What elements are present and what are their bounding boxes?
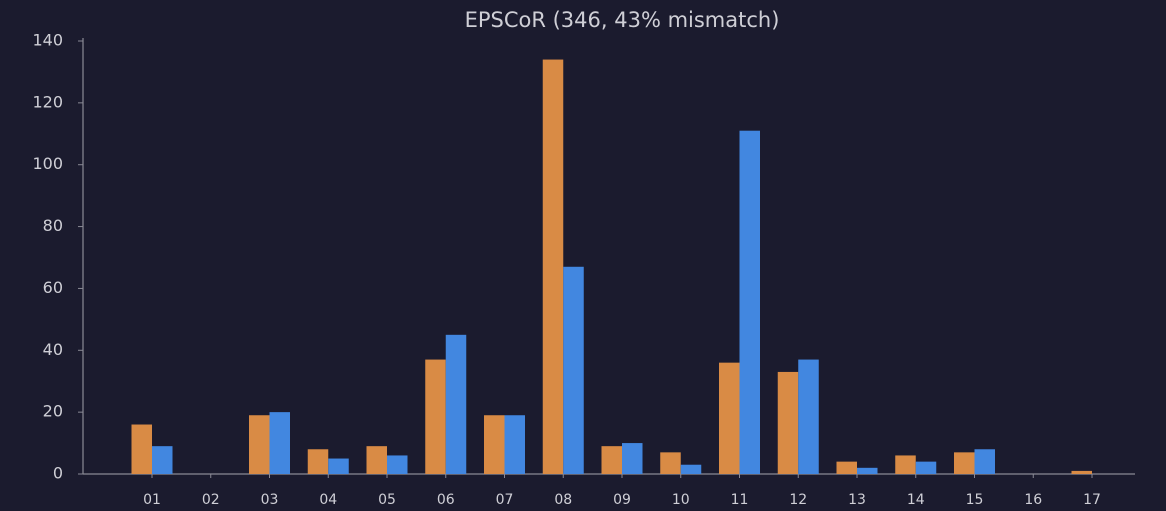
chart-title: EPSCoR (346, 43% mismatch) (465, 8, 780, 32)
y-tick-label: 20 (43, 402, 63, 421)
x-tick-label: 07 (496, 492, 514, 508)
bar (915, 461, 937, 474)
x-tick-label: 16 (1024, 492, 1042, 508)
x-tick-label: 13 (848, 492, 866, 508)
x-tick-label: 14 (907, 492, 925, 508)
bar (719, 362, 740, 474)
x-tick-label: 15 (966, 492, 984, 508)
y-tick-label: 120 (32, 92, 63, 111)
bar (798, 359, 819, 474)
bar (622, 443, 643, 474)
bar (249, 415, 270, 474)
bar (366, 446, 387, 474)
x-tick-label: 03 (261, 492, 279, 508)
bar (542, 59, 564, 475)
bar (425, 359, 446, 474)
x-tick-label: 06 (437, 492, 455, 508)
bar (1071, 470, 1092, 474)
bar (739, 130, 760, 474)
bar (777, 371, 799, 474)
x-tick-label: 11 (731, 492, 749, 508)
y-tick-label: 100 (32, 154, 63, 173)
bar (445, 334, 467, 474)
bar (601, 446, 622, 474)
x-tick-label: 01 (143, 492, 161, 508)
bar (328, 458, 349, 474)
x-tick-label: 10 (672, 492, 690, 508)
bar (660, 452, 681, 474)
bar (836, 461, 857, 474)
y-tick-label: 80 (43, 216, 63, 235)
x-tick-label: 09 (613, 492, 631, 508)
bar (895, 455, 916, 474)
bar (387, 455, 408, 474)
x-tick-label: 02 (202, 492, 220, 508)
y-tick-label: 140 (32, 31, 63, 50)
y-tick-label: 0 (53, 464, 63, 483)
x-tick-label: 12 (789, 492, 807, 508)
y-tick-label: 60 (43, 278, 63, 297)
bar (504, 415, 525, 474)
bar (680, 464, 702, 474)
bar (269, 412, 290, 474)
bar (484, 415, 505, 474)
x-tick-label: 08 (554, 492, 572, 508)
bar (307, 449, 329, 474)
x-tick-label: 04 (319, 492, 337, 508)
bar (563, 266, 584, 474)
bar (152, 446, 173, 474)
bar (857, 467, 878, 474)
x-tick-label: 05 (378, 492, 396, 508)
bar (954, 452, 975, 474)
y-tick-label: 40 (43, 340, 63, 359)
bar (131, 424, 152, 474)
x-tick-label: 17 (1083, 492, 1101, 508)
bar (974, 449, 995, 474)
